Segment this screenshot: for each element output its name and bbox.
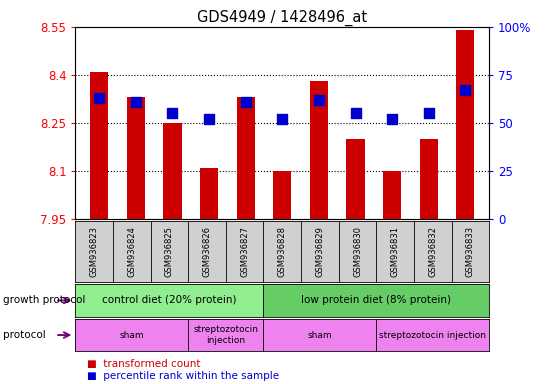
Bar	[200, 168, 218, 219]
Bar	[347, 139, 364, 219]
Bar	[420, 139, 438, 219]
Text: sham: sham	[307, 331, 332, 339]
Text: sham: sham	[120, 331, 144, 339]
Point	[131, 99, 140, 105]
Point	[461, 87, 470, 93]
Bar	[310, 81, 328, 219]
Text: GSM936827: GSM936827	[240, 226, 249, 277]
Point	[351, 110, 360, 116]
Text: protocol: protocol	[3, 330, 45, 340]
Text: GSM936825: GSM936825	[165, 226, 174, 277]
Bar	[163, 123, 182, 219]
Bar	[383, 171, 401, 219]
Point	[387, 116, 396, 122]
Text: GSM936830: GSM936830	[353, 226, 362, 277]
Point	[205, 116, 214, 122]
Bar	[127, 97, 145, 219]
Bar	[90, 72, 108, 219]
Text: GSM936824: GSM936824	[127, 226, 136, 277]
Point	[241, 99, 250, 105]
Text: streptozotocin
injection: streptozotocin injection	[193, 325, 258, 345]
Point	[95, 95, 104, 101]
Bar	[236, 97, 255, 219]
Text: growth protocol: growth protocol	[3, 295, 85, 306]
Text: GSM936833: GSM936833	[466, 226, 475, 277]
Text: GSM936829: GSM936829	[315, 226, 324, 277]
Point	[314, 97, 323, 103]
Text: GSM936826: GSM936826	[202, 226, 212, 277]
Point	[424, 110, 433, 116]
Text: GSM936823: GSM936823	[90, 226, 99, 277]
Bar	[456, 30, 475, 219]
Text: ■  transformed count: ■ transformed count	[87, 359, 200, 369]
Point	[168, 110, 177, 116]
Text: GSM936828: GSM936828	[278, 226, 287, 277]
Text: GSM936832: GSM936832	[428, 226, 437, 277]
Text: GSM936831: GSM936831	[391, 226, 400, 277]
Point	[278, 116, 287, 122]
Title: GDS4949 / 1428496_at: GDS4949 / 1428496_at	[197, 9, 367, 25]
Text: low protein diet (8% protein): low protein diet (8% protein)	[301, 295, 451, 306]
Text: streptozotocin injection: streptozotocin injection	[379, 331, 486, 339]
Bar	[273, 171, 291, 219]
Text: ■  percentile rank within the sample: ■ percentile rank within the sample	[87, 371, 279, 381]
Text: control diet (20% protein): control diet (20% protein)	[102, 295, 236, 306]
